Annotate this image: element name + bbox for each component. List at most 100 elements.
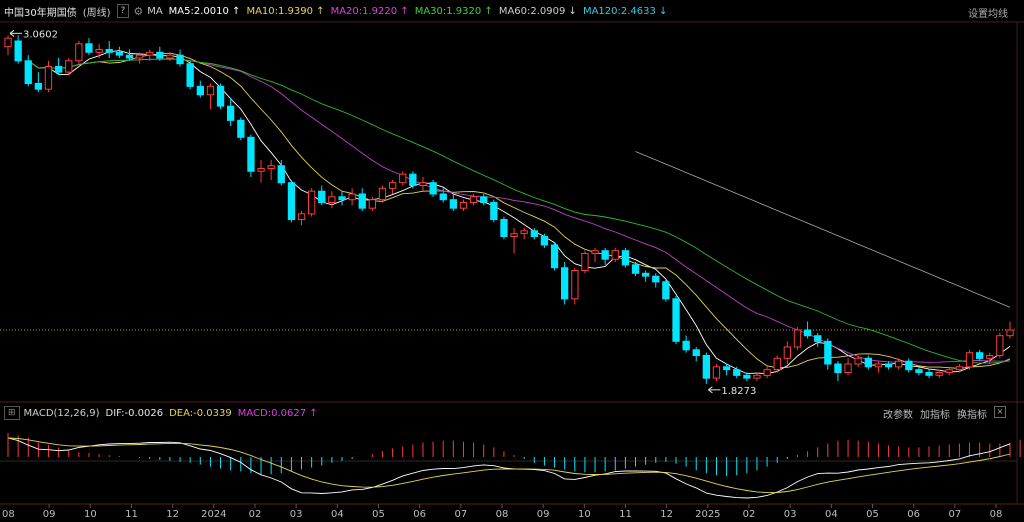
candle	[196, 80, 204, 98]
candle-body	[783, 346, 792, 359]
candle-body	[247, 136, 255, 172]
x-tick-label: 11	[125, 509, 138, 520]
candle-body	[601, 250, 609, 260]
candle	[854, 355, 862, 367]
x-tick-label: 2025	[695, 509, 720, 520]
candle	[338, 191, 346, 206]
candle	[753, 372, 761, 381]
x-tick-label: 02	[743, 509, 756, 520]
candle-body	[581, 253, 589, 271]
candle-body	[409, 173, 417, 186]
candle-body	[915, 369, 923, 374]
candles	[4, 35, 1014, 384]
candle-body	[611, 250, 619, 260]
x-tick-label: 05	[372, 509, 385, 520]
candle	[550, 242, 559, 271]
candle-body	[176, 54, 184, 65]
candle-body	[166, 54, 174, 59]
candle	[469, 194, 478, 206]
candle-body	[146, 51, 154, 56]
candle-body	[135, 54, 144, 59]
dea-label: DEA:-0.0339	[169, 407, 232, 419]
candle	[318, 185, 326, 206]
candle-body	[237, 119, 245, 138]
candle	[510, 228, 518, 254]
candle	[176, 49, 184, 67]
chart-grid	[0, 21, 1024, 505]
candle	[803, 321, 812, 339]
candle-body	[955, 366, 964, 371]
candle-body	[965, 352, 974, 368]
candle	[287, 179, 296, 223]
gear-icon[interactable]: ⚙	[133, 4, 144, 18]
candle-body	[368, 199, 377, 209]
candle-body	[621, 250, 630, 266]
candle-body	[105, 49, 113, 53]
candle	[439, 188, 447, 203]
candle-body	[125, 54, 134, 59]
candle-body	[682, 340, 690, 351]
change-params-button[interactable]: 改参数	[883, 410, 913, 421]
candle	[55, 58, 63, 75]
candle-body	[227, 105, 235, 121]
candle-body	[257, 168, 265, 172]
candle	[814, 332, 822, 347]
candle-body	[24, 60, 32, 84]
ma-settings-button[interactable]: 设置均线	[968, 9, 1008, 20]
x-tick-label: 12	[166, 509, 179, 520]
macd-label[interactable]: MACD(12,26,9)	[23, 407, 100, 419]
candle-body	[591, 250, 599, 254]
candle-body	[277, 165, 285, 184]
candle	[642, 270, 650, 282]
x-tick-label: 2024	[201, 509, 226, 520]
indicator-label[interactable]: MA	[147, 5, 163, 17]
candle	[166, 52, 174, 61]
candle-body	[85, 43, 93, 53]
candle-body	[287, 182, 296, 220]
candle	[682, 335, 690, 353]
period-label[interactable]: (周线)	[82, 7, 111, 19]
ma-label-0: MA5:2.0010	[169, 6, 241, 17]
candle-body	[480, 196, 488, 204]
x-tick-label: 09	[537, 509, 550, 520]
candle-body	[297, 213, 306, 221]
close-panel-button[interactable]: ×	[994, 406, 1006, 418]
candle-body	[399, 173, 407, 184]
candle	[206, 83, 215, 109]
candle-body	[763, 369, 771, 376]
candle-body	[490, 202, 498, 220]
high-arrow	[9, 29, 15, 37]
candle-body	[976, 352, 984, 359]
x-tick-label: 09	[43, 509, 56, 520]
candle-body	[844, 363, 852, 373]
candle	[905, 358, 913, 373]
candle	[672, 296, 680, 345]
candle	[591, 247, 599, 262]
candle-body	[723, 366, 731, 371]
x-tick-label: 08	[990, 509, 1003, 520]
lock-icon[interactable]: ⊞	[4, 406, 20, 420]
candle	[915, 366, 923, 376]
candle-body	[571, 270, 579, 300]
candle	[601, 247, 609, 265]
candle-body	[814, 335, 822, 342]
candle	[945, 366, 953, 376]
candle	[75, 41, 83, 64]
ma10-line	[27, 52, 1011, 369]
candle-body	[895, 360, 903, 368]
ma-label-5: MA120:2.4633	[583, 6, 667, 17]
candle-body	[925, 372, 933, 376]
candle	[358, 188, 366, 211]
candle	[125, 49, 134, 61]
help-button[interactable]: ?	[116, 4, 130, 18]
candle-body	[216, 85, 225, 107]
switch-indicator-button[interactable]: 换指标	[957, 410, 987, 421]
candle	[480, 194, 488, 206]
add-indicator-button[interactable]: 加指标	[920, 410, 950, 421]
candle	[257, 160, 265, 183]
low-label: 1.8273	[721, 386, 756, 397]
candle-body	[449, 199, 458, 209]
candle-body	[743, 374, 751, 379]
candle-body	[773, 357, 781, 371]
